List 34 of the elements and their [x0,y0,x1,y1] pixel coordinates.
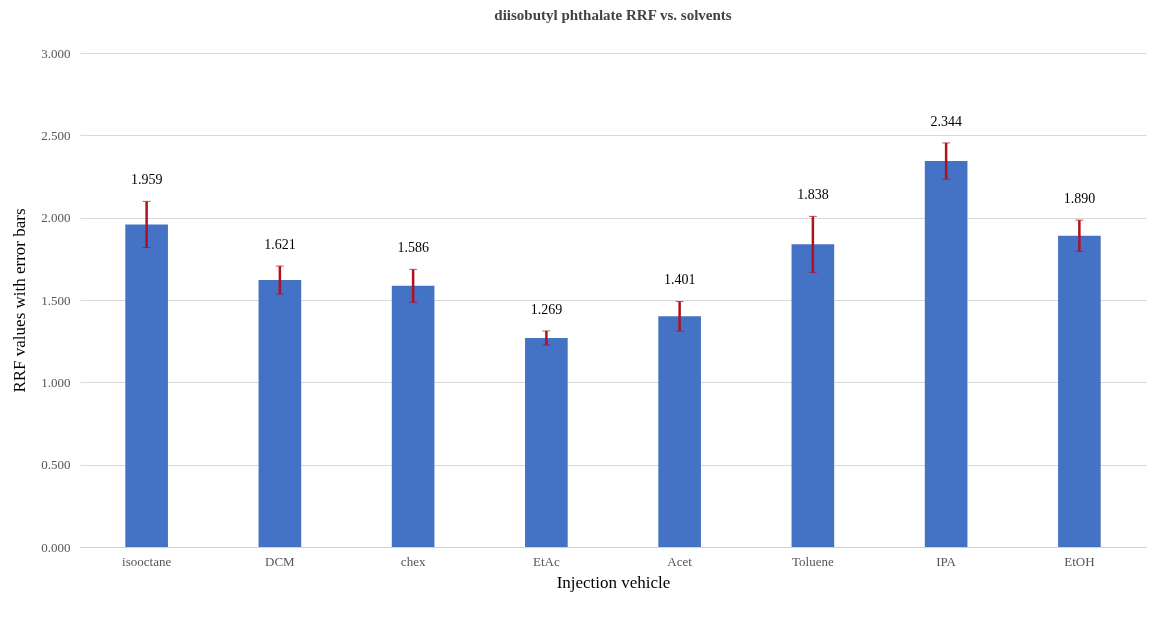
data-label: 1.269 [530,301,563,317]
bar [1058,235,1101,547]
chart-title: diisobutyl phthalate RRF vs. solvents [494,7,732,23]
data-label: 1.621 [264,237,296,253]
data-label: 2.344 [930,113,962,129]
x-axis-title: Injection vehicle [556,572,671,592]
x-tick-label: chex [400,553,426,569]
bar [125,224,168,547]
x-tick-label: EtOH [1064,553,1095,569]
y-tick-label: 2.000 [41,210,71,226]
y-tick-label: 0.000 [41,539,71,555]
x-tick-label: isooctane [122,553,172,569]
data-label: 1.586 [397,240,429,256]
bar [525,338,568,547]
x-tick-label: DCM [265,553,296,569]
y-tick-label: 1.500 [41,292,71,308]
bar [924,161,968,547]
y-tick-label: 2.500 [41,127,71,143]
y-tick-label: 0.500 [41,457,71,473]
bar [791,244,835,547]
bar [391,285,435,547]
data-label: 1.890 [1063,191,1096,207]
x-tick-label: IPA [936,553,957,569]
y-tick-label: 1.000 [41,374,71,390]
data-label: 1.959 [130,172,163,188]
y-axis-title: RRF values with error bars [10,208,30,393]
bar [658,316,701,547]
x-tick-label: Toluene [792,553,834,569]
x-tick-label: Acet [667,553,693,569]
bar [258,280,302,547]
data-label: 1.838 [797,187,829,203]
x-tick-label: EtAc [533,553,560,569]
y-tick-label: 3.000 [41,45,71,61]
data-label: 1.401 [663,272,696,288]
